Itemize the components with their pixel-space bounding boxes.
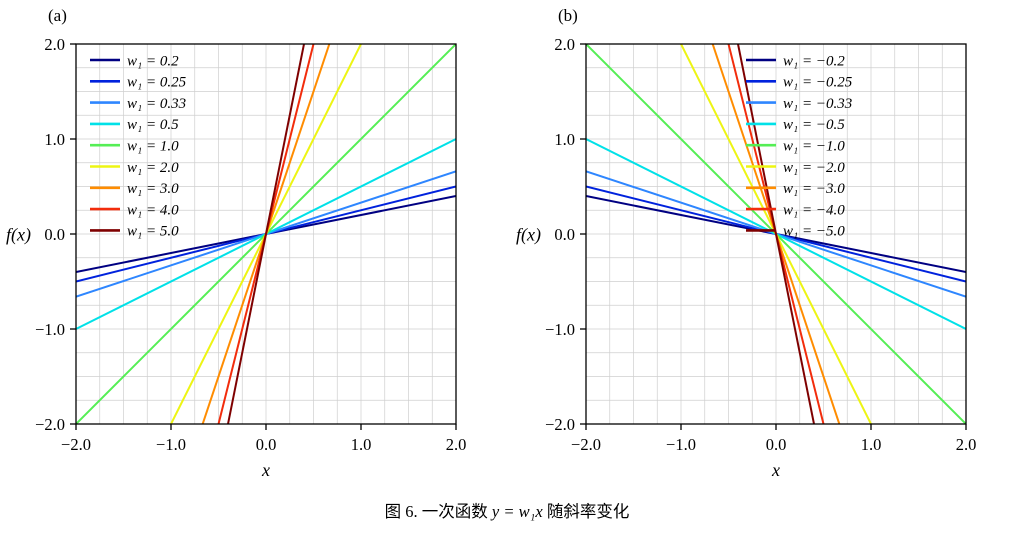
legend-label: w₁ = 5.0 bbox=[127, 224, 179, 240]
x-tick-label: 2.0 bbox=[956, 435, 977, 454]
chart-panel-a: (a) −2.0 −1.0 0.0 1.0 2.0 −2.0 −1.0 0.0 1.0 2.0 x f… bbox=[4, 6, 470, 480]
chart-b-canvas: −2.0 −1.0 0.0 1.0 2.0 −2.0 −1.0 0.0 1.0 2.0 x f(x) w… bbox=[516, 35, 976, 480]
series-line bbox=[736, 44, 816, 424]
legend-label: w₁ = 3.0 bbox=[127, 181, 179, 197]
legend-label: w₁ = −4.0 bbox=[783, 202, 845, 218]
y-tick-label: −1.0 bbox=[35, 320, 65, 339]
axis-ticks bbox=[70, 43, 457, 430]
x-tick-label: 0.0 bbox=[256, 435, 277, 454]
panel-label-b: (b) bbox=[558, 6, 578, 25]
legend-label: w₁ = −0.2 bbox=[783, 53, 845, 69]
legend-label: w₁ = −2.0 bbox=[783, 160, 845, 176]
legend-label: w₁ = −1.0 bbox=[783, 138, 845, 154]
legend-label: w₁ = 0.5 bbox=[127, 117, 179, 133]
legend-label: w₁ = 4.0 bbox=[127, 202, 179, 218]
figure-caption: 图 6. 一次函数 y = w₁x 随斜率变化 bbox=[0, 498, 1014, 522]
series-lines bbox=[586, 44, 966, 424]
axis-ticks bbox=[580, 43, 967, 430]
y-tick-label: 0.0 bbox=[44, 225, 65, 244]
x-tick-label: −2.0 bbox=[61, 435, 91, 454]
x-axis-label: x bbox=[771, 460, 780, 480]
caption-suffix: 随斜率变化 bbox=[542, 502, 630, 521]
y-tick-label: −2.0 bbox=[35, 415, 65, 434]
legend-label: w₁ = 0.2 bbox=[127, 53, 179, 69]
legend-label: w₁ = 1.0 bbox=[127, 138, 179, 154]
x-tick-label: 1.0 bbox=[351, 435, 372, 454]
y-tick-label: 2.0 bbox=[44, 35, 65, 54]
legend-label: w₁ = −0.5 bbox=[783, 117, 845, 133]
legend-label: w₁ = 0.25 bbox=[127, 75, 187, 91]
legend-label: w₁ = −0.25 bbox=[783, 75, 853, 91]
legend-label: w₁ = −3.0 bbox=[783, 181, 845, 197]
tick-labels: −2.0 −1.0 0.0 1.0 2.0 −2.0 −1.0 0.0 1.0 2.0 bbox=[545, 35, 976, 454]
tick-labels: −2.0 −1.0 0.0 1.0 2.0 −2.0 −1.0 0.0 1.0 2.0 bbox=[35, 35, 466, 454]
y-tick-label: −2.0 bbox=[545, 415, 575, 434]
caption-formula: y = w₁x bbox=[491, 502, 543, 521]
legend-label: w₁ = 0.33 bbox=[127, 96, 186, 112]
x-tick-label: 0.0 bbox=[766, 435, 787, 454]
legend: w₁ = 0.2 w₁ = 0.25 w₁ = 0.33 w₁ = 0.5 w₁ = 1… bbox=[90, 53, 187, 240]
legend-label: w₁ = 2.0 bbox=[127, 160, 179, 176]
x-tick-label: −1.0 bbox=[666, 435, 696, 454]
legend-label: w₁ = −0.33 bbox=[783, 96, 852, 112]
y-axis-label: f(x) bbox=[6, 224, 31, 245]
y-tick-label: 0.0 bbox=[554, 225, 575, 244]
y-axis-label: f(x) bbox=[516, 224, 541, 245]
y-tick-label: 2.0 bbox=[554, 35, 575, 54]
chart-panel-b: (b) −2.0 −1.0 0.0 1.0 2.0 −2.0 −1.0 0.0 1.0 2.0 x f… bbox=[514, 6, 980, 480]
series-line bbox=[226, 44, 306, 424]
series-lines bbox=[76, 44, 456, 424]
x-axis-label: x bbox=[261, 460, 270, 480]
y-tick-label: −1.0 bbox=[545, 320, 575, 339]
chart-a-canvas: −2.0 −1.0 0.0 1.0 2.0 −2.0 −1.0 0.0 1.0 2.0 x f(x) w… bbox=[6, 35, 466, 480]
charts-row: (a) −2.0 −1.0 0.0 1.0 2.0 −2.0 −1.0 0.0 1.0 2.0 x f… bbox=[4, 6, 980, 480]
legend: w₁ = −0.2 w₁ = −0.25 w₁ = −0.33 w₁ = −0.5 w₁… bbox=[746, 53, 853, 240]
panel-label-a: (a) bbox=[48, 6, 67, 25]
y-tick-label: 1.0 bbox=[44, 130, 65, 149]
x-tick-label: −2.0 bbox=[571, 435, 601, 454]
legend-label: w₁ = −5.0 bbox=[783, 224, 845, 240]
y-tick-label: 1.0 bbox=[554, 130, 575, 149]
x-tick-label: 1.0 bbox=[861, 435, 882, 454]
x-tick-label: 2.0 bbox=[446, 435, 467, 454]
x-tick-label: −1.0 bbox=[156, 435, 186, 454]
caption-prefix: 图 6. 一次函数 bbox=[384, 502, 492, 521]
